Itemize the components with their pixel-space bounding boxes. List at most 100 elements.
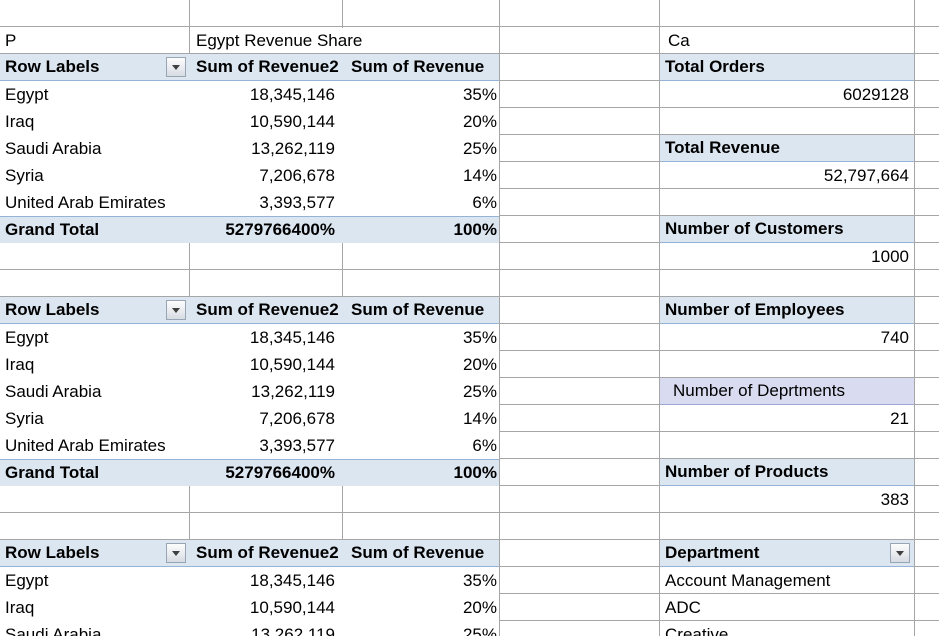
- country-cell[interactable]: Saudi Arabia: [5, 135, 101, 162]
- chevron-down-icon: [172, 65, 180, 70]
- cell-p[interactable]: P: [5, 27, 16, 54]
- revenue-share-cell[interactable]: 6%: [343, 189, 497, 216]
- row-labels-filter-button[interactable]: [166, 57, 186, 77]
- revenue-share-cell[interactable]: 20%: [343, 351, 497, 378]
- country-cell[interactable]: United Arab Emirates: [5, 432, 166, 459]
- revenue-share-cell[interactable]: 25%: [343, 621, 497, 636]
- country-cell[interactable]: Syria: [5, 405, 44, 432]
- total-revenue-value[interactable]: 52,797,664: [660, 162, 914, 189]
- department-item[interactable]: ADC: [660, 594, 914, 621]
- pivot-row: Syria 7,206,678 14%: [0, 162, 499, 189]
- revenue-share-cell[interactable]: 20%: [343, 594, 497, 621]
- grand-total-revenue2[interactable]: 5279766400%: [190, 460, 335, 486]
- sum-of-revenue2-header[interactable]: Sum of Revenue2: [196, 54, 339, 80]
- revenue-share-cell[interactable]: 35%: [343, 324, 497, 351]
- number-of-customers-value[interactable]: 1000: [660, 243, 914, 270]
- number-of-customers-header[interactable]: Number of Customers: [660, 216, 914, 243]
- revenue2-cell[interactable]: 10,590,144: [190, 594, 335, 621]
- row-labels-header[interactable]: Row Labels: [5, 297, 99, 323]
- number-of-products-header[interactable]: Number of Products: [660, 459, 914, 486]
- ca-label[interactable]: Ca: [668, 27, 690, 54]
- revenue2-cell[interactable]: 7,206,678: [190, 405, 335, 432]
- department-item[interactable]: Creative: [660, 621, 914, 636]
- revenue2-cell[interactable]: 18,345,146: [190, 567, 335, 594]
- revenue2-cell[interactable]: 18,345,146: [190, 81, 335, 108]
- chevron-down-icon: [172, 308, 180, 313]
- country-cell[interactable]: Iraq: [5, 594, 34, 621]
- revenue2-cell[interactable]: 3,393,577: [190, 189, 335, 216]
- revenue2-cell[interactable]: 7,206,678: [190, 162, 335, 189]
- revenue-share-cell[interactable]: 20%: [343, 108, 497, 135]
- pivot-row: United Arab Emirates 3,393,577 6%: [0, 432, 499, 459]
- grand-total-share[interactable]: 100%: [343, 460, 497, 486]
- row-labels-header[interactable]: Row Labels: [5, 540, 99, 566]
- revenue2-cell[interactable]: 10,590,144: [190, 351, 335, 378]
- sum-of-revenue2-header[interactable]: Sum of Revenue2: [196, 540, 339, 566]
- grand-total-label[interactable]: Grand Total: [5, 217, 99, 243]
- pivot-header-row: Row Labels Sum of Revenue2 Sum of Revenu…: [0, 297, 499, 324]
- country-cell[interactable]: Egypt: [5, 81, 48, 108]
- sum-of-revenue-header[interactable]: Sum of Revenue: [351, 54, 484, 80]
- department-filter-button[interactable]: [890, 543, 910, 563]
- total-revenue-header[interactable]: Total Revenue: [660, 135, 914, 162]
- pivot-row: Saudi Arabia 13,262,119 25%: [0, 621, 499, 636]
- pivot-row: Saudi Arabia 13,262,119 25%: [0, 378, 499, 405]
- revenue-share-cell[interactable]: 6%: [343, 432, 497, 459]
- country-cell[interactable]: Saudi Arabia: [5, 378, 101, 405]
- pivot-row: Egypt 18,345,146 35%: [0, 81, 499, 108]
- pivot-table-1: Row Labels Sum of Revenue2 Sum of Revenu…: [0, 54, 499, 243]
- grand-total-label[interactable]: Grand Total: [5, 460, 99, 486]
- grand-total-row: Grand Total 5279766400% 100%: [0, 216, 499, 243]
- department-header-label: Department: [665, 543, 759, 562]
- total-orders-header[interactable]: Total Orders: [660, 54, 914, 81]
- sum-of-revenue2-header[interactable]: Sum of Revenue2: [196, 297, 339, 323]
- pivot-row: Egypt 18,345,146 35%: [0, 567, 499, 594]
- revenue-share-cell[interactable]: 25%: [343, 378, 497, 405]
- revenue-share-cell[interactable]: 14%: [343, 162, 497, 189]
- grand-total-revenue2[interactable]: 5279766400%: [190, 217, 335, 243]
- revenue2-cell[interactable]: 10,590,144: [190, 108, 335, 135]
- country-cell[interactable]: Iraq: [5, 351, 34, 378]
- pivot-row: United Arab Emirates 3,393,577 6%: [0, 189, 499, 216]
- department-item[interactable]: Account Management: [660, 567, 914, 594]
- total-orders-value[interactable]: 6029128: [660, 81, 914, 108]
- sum-of-revenue-header[interactable]: Sum of Revenue: [351, 297, 484, 323]
- department-header[interactable]: Department: [660, 540, 914, 567]
- pivot-table-2: Row Labels Sum of Revenue2 Sum of Revenu…: [0, 297, 499, 486]
- country-cell[interactable]: United Arab Emirates: [5, 189, 166, 216]
- pivot-header-row: Row Labels Sum of Revenue2 Sum of Revenu…: [0, 54, 499, 81]
- country-cell[interactable]: Egypt: [5, 324, 48, 351]
- country-cell[interactable]: Egypt: [5, 567, 48, 594]
- pivot-row: Egypt 18,345,146 35%: [0, 324, 499, 351]
- number-of-departments-header[interactable]: Number of Deprtments: [660, 378, 914, 405]
- number-of-employees-value[interactable]: 740: [660, 324, 914, 351]
- spreadsheet-grid: P Egypt Revenue Share Ca Row Labels Sum …: [0, 0, 939, 636]
- row-labels-filter-button[interactable]: [166, 543, 186, 563]
- revenue2-cell[interactable]: 13,262,119: [190, 135, 335, 162]
- egypt-revenue-share-label[interactable]: Egypt Revenue Share: [196, 28, 456, 53]
- pivot-row: Iraq 10,590,144 20%: [0, 108, 499, 135]
- number-of-products-value[interactable]: 383: [660, 486, 914, 513]
- grand-total-share[interactable]: 100%: [343, 217, 497, 243]
- chevron-down-icon: [896, 551, 904, 556]
- revenue2-cell[interactable]: 13,262,119: [190, 621, 335, 636]
- number-of-departments-value[interactable]: 21: [660, 405, 914, 432]
- revenue-share-cell[interactable]: 35%: [343, 81, 497, 108]
- pivot-table-3: Row Labels Sum of Revenue2 Sum of Revenu…: [0, 540, 499, 636]
- pivot-row: Syria 7,206,678 14%: [0, 405, 499, 432]
- number-of-employees-header[interactable]: Number of Employees: [660, 297, 914, 324]
- pivot-row: Saudi Arabia 13,262,119 25%: [0, 135, 499, 162]
- revenue-share-cell[interactable]: 25%: [343, 135, 497, 162]
- country-cell[interactable]: Saudi Arabia: [5, 621, 101, 636]
- revenue2-cell[interactable]: 3,393,577: [190, 432, 335, 459]
- row-labels-header[interactable]: Row Labels: [5, 54, 99, 80]
- row-labels-filter-button[interactable]: [166, 300, 186, 320]
- revenue-share-cell[interactable]: 35%: [343, 567, 497, 594]
- country-cell[interactable]: Syria: [5, 162, 44, 189]
- revenue2-cell[interactable]: 18,345,146: [190, 324, 335, 351]
- revenue2-cell[interactable]: 13,262,119: [190, 378, 335, 405]
- country-cell[interactable]: Iraq: [5, 108, 34, 135]
- sum-of-revenue-header[interactable]: Sum of Revenue: [351, 540, 484, 566]
- pivot-row: Iraq 10,590,144 20%: [0, 594, 499, 621]
- revenue-share-cell[interactable]: 14%: [343, 405, 497, 432]
